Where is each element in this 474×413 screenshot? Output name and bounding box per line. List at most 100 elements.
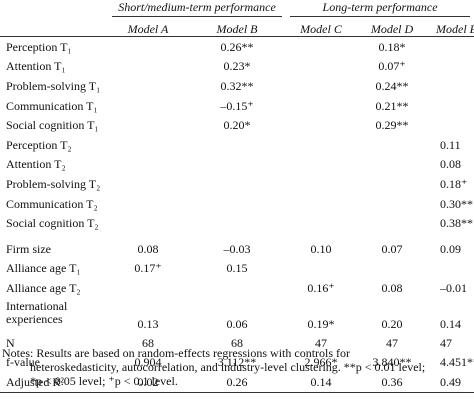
cell-model-a [108,96,188,116]
cell-model-c [286,57,356,77]
row-label: Attention T₂ [6,157,66,172]
cell-model-d [356,213,428,233]
table-row: Problem-solving T₂ 0.18⁺ [0,174,474,194]
cell-model-e: 0.38** [440,216,474,231]
table-row: Perception T₂ 0.11 [0,135,474,155]
cell-model-c [286,194,356,214]
row-label: Attention T₁ [6,59,66,74]
cell-model-b: –0.03 [223,241,251,256]
cell-model-e: 0.14 [440,316,462,331]
notes-line-3: *p < 0.05 level; ⁺p < 0.1 level. [30,374,178,388]
cell-model-a: 0.17⁺ [134,261,162,276]
cell-model-c [286,174,356,194]
table-row: Attention T₁ 0.23* 0.07⁺ [0,57,474,77]
cell-model-b: 68 [231,335,243,350]
cell-model-b: 0.20* [223,118,251,133]
cell-model-c [286,155,356,175]
row-label: Social cognition T₂ [6,216,99,231]
cell-model-c [286,213,356,233]
cell-model-e [428,259,474,279]
cell-model-d: 3.840** [372,355,412,370]
cell-model-d: 0.21** [375,98,409,113]
cell-model-b [188,194,286,214]
cell-model-d [356,155,428,175]
cell-model-b: –0.15⁺ [220,98,254,113]
table-notes: Notes: Results are based on random-effec… [0,346,474,388]
cell-model-d: 0.08 [381,280,403,295]
notes-line-2: heteroskedasticity, autocorrelation, and… [30,360,426,374]
cell-model-c: 0.10 [310,241,332,256]
cell-model-b [188,278,286,298]
group-header-row: Short/medium-term performance Long-term … [0,0,474,21]
cell-model-c [286,135,356,155]
regression-table: Short/medium-term performance Long-term … [0,0,474,393]
cell-model-c [286,37,356,57]
cell-model-d: 0.20 [381,316,403,331]
table-row: Firm size 0.08 –0.03 0.10 0.07 0.09 [0,233,474,259]
table-row: Alliance age T₁ 0.17⁺ 0.15 [0,259,474,279]
cell-model-d: 0.07⁺ [378,59,406,74]
cell-model-d [356,174,428,194]
cell-model-b: 0.06 [226,316,248,331]
row-label: f-value [6,355,40,370]
cell-model-a [108,37,188,57]
cell-model-b: 0.15 [226,261,248,276]
cell-model-d: 47 [386,335,399,350]
row-label: Alliance age T₁ [6,261,81,276]
row-label: Firm size [6,241,51,256]
table-row: Social cognition T₂ 0.38** [0,213,474,233]
cell-model-b [188,155,286,175]
model-c-header: Model C [286,21,357,37]
cell-model-b: 0.32** [220,78,254,93]
table-row: Communication T₁ –0.15⁺ 0.21** [0,96,474,116]
cell-model-d [356,194,428,214]
table-row: Problem-solving T₁ 0.32** 0.24** [0,76,474,96]
row-label: Problem-solving T₁ [6,78,101,93]
cell-model-b [188,174,286,194]
cell-model-b: 0.26** [220,39,254,54]
cell-model-d: 0.07 [381,241,403,256]
table-row: Social cognition T₁ 0.20* 0.29** [0,115,474,135]
cell-model-c: 47 [315,335,328,350]
row-label: Problem-solving T₂ [6,176,101,191]
cell-model-b [188,213,286,233]
row-label: International experiences [6,298,68,326]
cell-model-e [428,115,474,135]
cell-model-e: 0.30** [440,196,474,211]
cell-model-d [356,259,428,279]
cell-model-e: 0.49 [428,371,474,393]
cell-model-c: 0.14 [286,371,357,393]
cell-model-b [188,135,286,155]
group-header-short-medium: Short/medium-term performance [108,0,286,21]
cell-model-c: 0.19* [307,316,335,331]
cell-model-e [428,37,474,57]
cell-model-d: 0.29** [375,118,409,133]
cell-model-e [428,96,474,116]
row-label: Communication T₁ [6,98,98,113]
group-header-long-term: Long-term performance [286,0,474,21]
row-label: Social cognition T₁ [6,118,99,133]
cell-model-d: 0.24** [375,78,409,93]
table-row: Alliance age T₂ 0.16⁺ 0.08 –0.01 [0,278,474,298]
table-row: N 68 68 47 47 47 [0,333,474,353]
cell-model-a [108,76,188,96]
table-row: f-value 0.904 3.112** 2.966* 3.840** 4.451** [0,352,474,372]
cell-model-a [108,135,188,155]
cell-model-e: 47 [440,335,453,350]
cell-model-e: 0.18⁺ [440,176,468,191]
cell-model-a: 0.13 [137,316,159,331]
cell-model-a: 68 [142,335,154,350]
model-a-header: Model A [108,21,188,37]
model-e-header: Model E [428,21,474,37]
cell-model-b: 3.112** [217,355,257,370]
cell-model-a: 0.02 [108,371,188,393]
row-label: Adjusted R² [0,371,108,393]
cell-model-c: 0.16⁺ [307,280,335,295]
cell-model-a [108,278,188,298]
row-label: Perception T₂ [6,137,72,152]
notes-line-1: Notes: Results are based on random-effec… [2,346,351,360]
table-row: Adjusted R² 0.02 0.26 0.14 0.36 0.49 [0,371,474,393]
model-header-row: Model A Model B Model C Model D Model E [0,21,474,37]
cell-model-b: 0.26 [188,371,287,393]
cell-model-e: 0.08 [440,157,462,172]
